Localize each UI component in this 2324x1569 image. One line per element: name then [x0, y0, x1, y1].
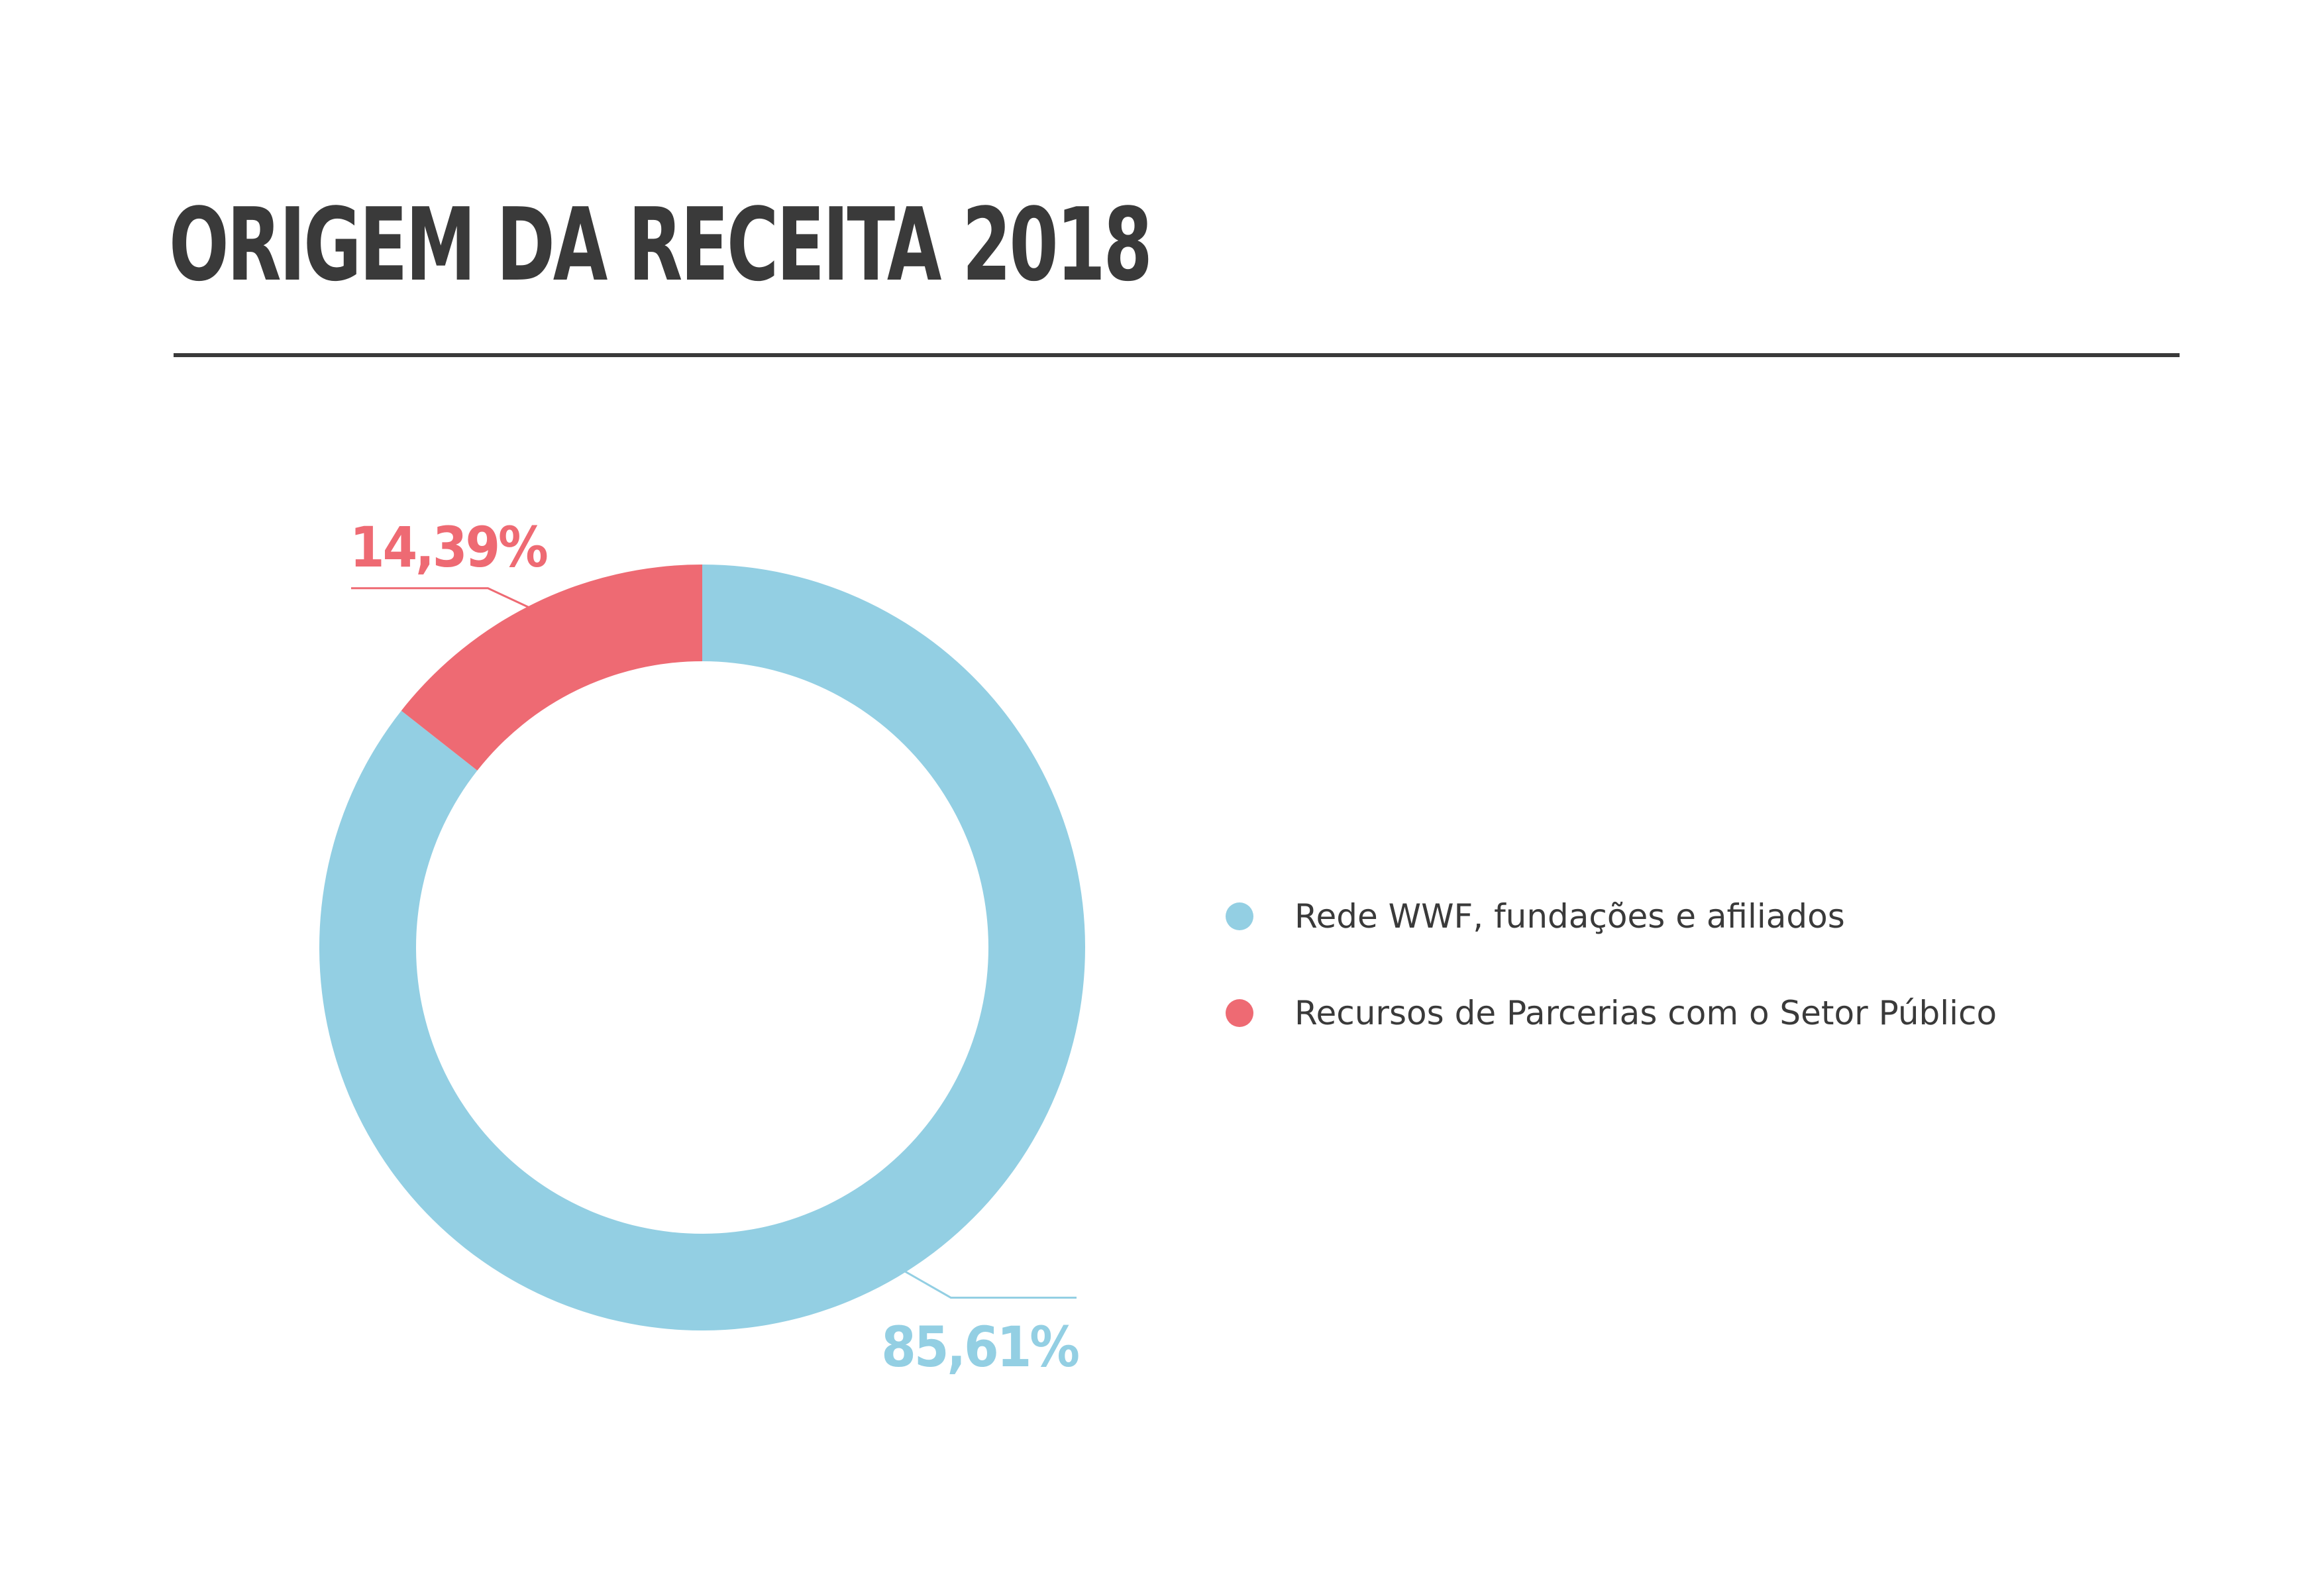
- leader-lines: [351, 587, 1077, 1299]
- legend-swatch-setor-publico: [1226, 999, 1253, 1027]
- leader-line-setor-publico: [351, 587, 530, 609]
- legend-label-setor-publico: Recursos de Parcerias com o Setor Públic…: [1294, 994, 1997, 1032]
- legend-item-setor-publico: Recursos de Parcerias com o Setor Públic…: [1226, 965, 1997, 1061]
- legend-item-rede-wwf: Rede WWF, fundações e afiliados: [1226, 868, 1997, 965]
- legend-swatch-rede-wwf: [1226, 902, 1253, 930]
- legend-label-rede-wwf: Rede WWF, fundações e afiliados: [1294, 897, 1845, 936]
- leader-line-rede-wwf: [904, 1270, 1077, 1299]
- title-divider: [174, 353, 2180, 357]
- legend: Rede WWF, fundações e afiliados Recursos…: [1226, 868, 1997, 1061]
- value-labels: 85,61% 14,39%: [350, 515, 1081, 1380]
- slice-setor-publico: [401, 565, 702, 771]
- donut-slices: [319, 565, 1086, 1330]
- value-label-rede-wwf: 85,61%: [881, 1315, 1079, 1380]
- chart-title: ORIGEM DA RECEITA 2018: [169, 186, 1153, 303]
- value-label-setor-publico: 14,39%: [350, 515, 547, 580]
